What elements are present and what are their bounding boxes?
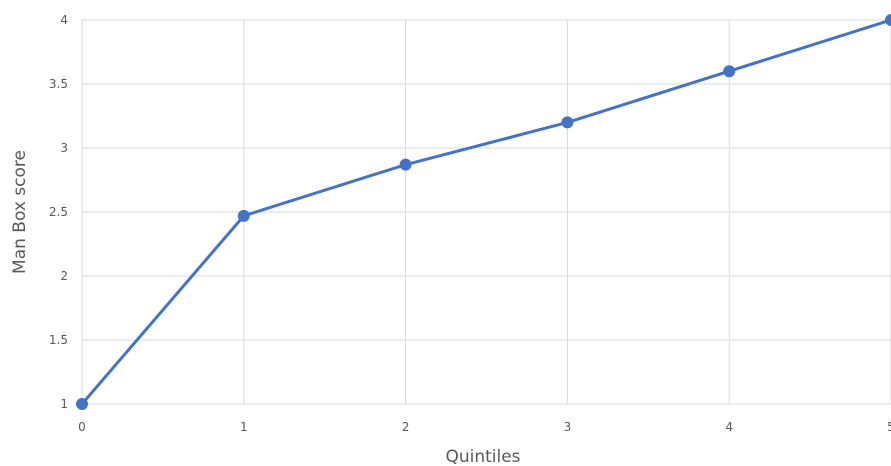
data-point — [76, 398, 88, 410]
x-tick-label: 0 — [78, 420, 86, 434]
x-tick-label: 1 — [240, 420, 248, 434]
y-tick-label: 4 — [60, 13, 68, 27]
x-tick-label: 3 — [564, 420, 572, 434]
y-tick-label: 1.5 — [49, 333, 68, 347]
horizontal-gridlines — [82, 19, 891, 405]
series-line — [80, 18, 891, 405]
x-tick-label: 4 — [725, 420, 733, 434]
y-axis-title: Man Box score — [10, 150, 30, 274]
y-tick-label: 1 — [60, 397, 68, 411]
data-point — [399, 158, 412, 171]
y-axis-tick-labels: 1 1.5 2 2.5 3 3.5 4 — [49, 13, 68, 411]
x-axis-tick-labels: 0 1 2 3 4 5 — [78, 420, 891, 434]
data-point — [723, 65, 736, 78]
x-tick-label: 5 — [887, 420, 891, 434]
data-point — [237, 209, 250, 222]
x-tick-label: 2 — [402, 420, 410, 434]
data-point — [885, 14, 891, 26]
y-tick-label: 3.5 — [49, 77, 68, 91]
y-tick-label: 2 — [60, 269, 68, 283]
y-tick-label: 3 — [60, 141, 68, 155]
y-tick-label: 2.5 — [49, 205, 68, 219]
data-point — [561, 116, 574, 129]
series-layer — [76, 14, 891, 410]
x-axis-title: Quintiles — [445, 447, 520, 466]
